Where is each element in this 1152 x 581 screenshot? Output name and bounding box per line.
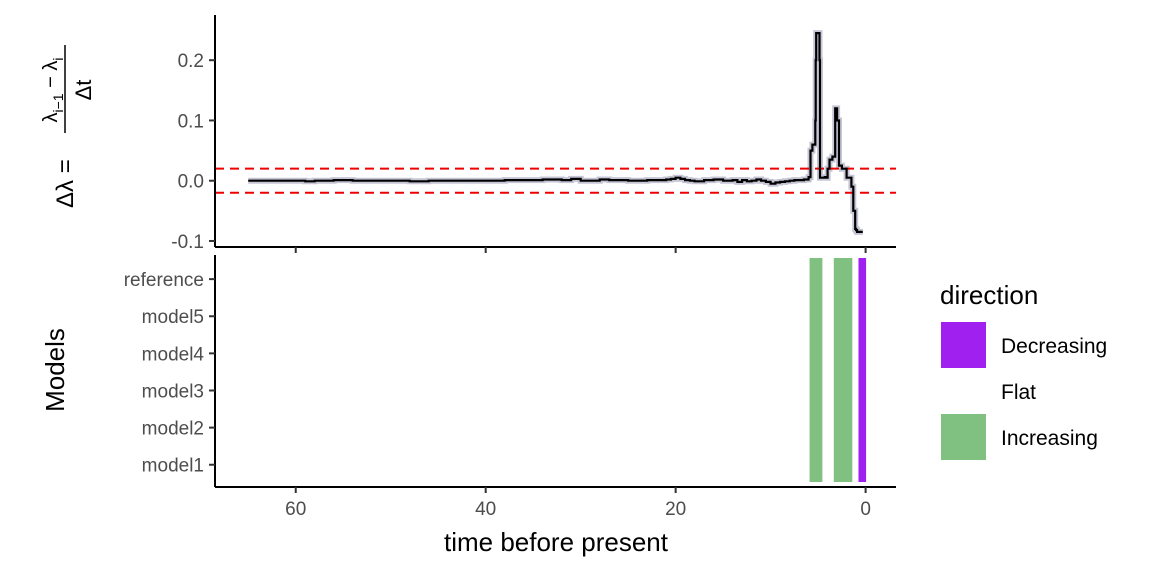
top-panel: -0.1 0.0 0.1 0.2 bbox=[171, 15, 896, 253]
category-label-reference: reference bbox=[124, 270, 204, 291]
legend-key-flat bbox=[941, 368, 986, 414]
threshold-lines bbox=[215, 167, 896, 194]
legend-label-increasing: Increasing bbox=[1001, 427, 1098, 450]
legend: direction Decreasing Flat Increasing bbox=[940, 280, 1107, 460]
x-tick-label: 60 bbox=[285, 499, 306, 520]
top-y-ticks: -0.1 0.0 0.1 0.2 bbox=[171, 51, 215, 253]
direction-bar-increasing bbox=[809, 258, 823, 482]
delta-lambda-line bbox=[248, 32, 863, 233]
y-tick-label: -0.1 bbox=[171, 232, 204, 253]
y-label-numerator-main: λ bbox=[40, 113, 62, 123]
legend-items: Decreasing Flat Increasing bbox=[941, 322, 1107, 460]
y-label-denominator: Δt bbox=[71, 80, 96, 101]
y-label-delta-lambda: Δλ = bbox=[52, 159, 79, 208]
y-label-minus: − λ bbox=[40, 61, 62, 94]
category-label-model2: model2 bbox=[142, 419, 204, 440]
legend-key-increasing bbox=[941, 414, 986, 460]
y-label-sub2: i bbox=[50, 58, 66, 61]
bottom-y-axis-label: Models bbox=[40, 328, 70, 412]
legend-label-flat: Flat bbox=[1001, 381, 1036, 404]
bottom-panel: model1model2model3model4model5reference … bbox=[124, 255, 896, 520]
direction-bar-increasing bbox=[833, 258, 853, 482]
y-tick-label: 0.1 bbox=[178, 111, 204, 132]
x-tick-label: 0 bbox=[860, 499, 871, 520]
y-label-numerator: λi−1 − λi bbox=[40, 58, 66, 123]
y-tick-label: 0.0 bbox=[178, 172, 204, 193]
legend-label-decreasing: Decreasing bbox=[1001, 335, 1107, 358]
x-axis-label: time before present bbox=[444, 527, 669, 557]
y-label-sub1: i−1 bbox=[50, 93, 66, 112]
x-tick-label: 40 bbox=[475, 499, 496, 520]
legend-title: direction bbox=[940, 280, 1038, 310]
y-tick-label: 0.2 bbox=[178, 51, 204, 72]
bottom-x-ticks: 60 40 20 0 bbox=[285, 487, 871, 520]
x-tick-label: 20 bbox=[665, 499, 686, 520]
line-ribbon bbox=[248, 30, 863, 235]
category-label-model3: model3 bbox=[142, 381, 204, 402]
confidence-ribbon bbox=[248, 30, 863, 235]
bottom-y-ticks: model1 model2 model3 model4 model5 reference bbox=[124, 270, 215, 477]
top-y-axis-label: Δλ = λi−1 − λi Δt bbox=[40, 45, 96, 208]
top-x-ticks bbox=[294, 247, 867, 253]
category-label-model5: model5 bbox=[142, 307, 204, 328]
line-series bbox=[248, 32, 863, 233]
direction-bar-decreasing bbox=[858, 258, 867, 482]
category-label-model1: model1 bbox=[142, 456, 204, 477]
legend-key-decreasing bbox=[941, 322, 986, 368]
category-label-model4: model4 bbox=[142, 344, 205, 365]
direction-bars bbox=[809, 258, 867, 482]
